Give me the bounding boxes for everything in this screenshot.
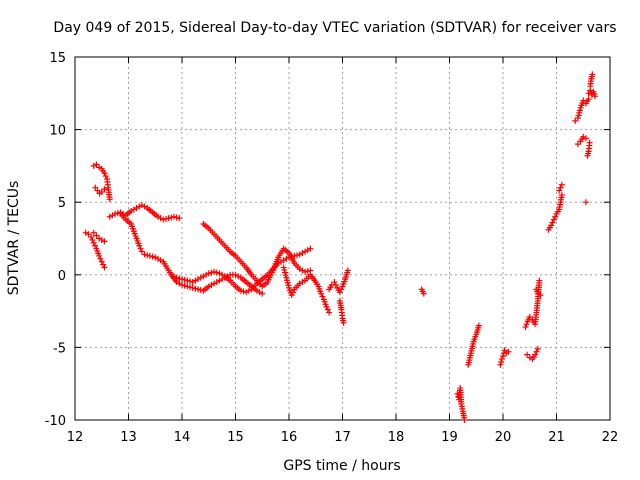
data-point: [97, 256, 103, 262]
y-tick-label: -10: [45, 414, 66, 429]
y-tick-label: -5: [53, 341, 66, 356]
x-tick-label: 14: [174, 430, 191, 445]
data-point: [99, 259, 105, 265]
data-point: [91, 240, 97, 246]
x-tick-label: 21: [548, 430, 565, 445]
data-points: [83, 71, 598, 423]
sdtvar-chart: Day 049 of 2015, Sidereal Day-to-day VTE…: [0, 0, 640, 480]
chart-title: Day 049 of 2015, Sidereal Day-to-day VTE…: [53, 20, 616, 36]
data-point: [101, 265, 107, 271]
data-point: [497, 362, 503, 368]
x-tick-label: 18: [388, 430, 405, 445]
x-axis-label: GPS time / hours: [283, 458, 400, 474]
y-tick-label: 5: [58, 196, 66, 211]
x-tick-label: 12: [67, 430, 84, 445]
y-tick-label: 0: [58, 269, 66, 284]
data-point: [92, 243, 98, 249]
data-point: [325, 307, 331, 313]
y-tick-label: 10: [49, 124, 66, 139]
y-tick-label: 15: [49, 51, 66, 66]
data-point: [100, 262, 106, 268]
data-point: [558, 185, 564, 191]
data-point: [583, 199, 589, 205]
data-point: [89, 237, 95, 243]
data-point: [559, 182, 565, 188]
axis-ticks: 12 13 14 15 16 17 18 19 20 21 22 -10 -5 0 5 10 15: [45, 51, 619, 445]
grid: [75, 57, 610, 420]
data-point: [326, 310, 332, 316]
x-tick-label: 15: [227, 430, 244, 445]
x-tick-label: 20: [495, 430, 512, 445]
data-point: [498, 359, 504, 365]
data-point: [500, 353, 506, 359]
data-point: [319, 294, 325, 300]
y-axis-label: SDTVAR / TECUs: [6, 181, 22, 296]
data-point: [499, 356, 505, 362]
data-point: [587, 140, 593, 146]
x-tick-label: 17: [334, 430, 351, 445]
data-point: [522, 324, 528, 330]
data-point: [138, 246, 144, 252]
data-point: [551, 217, 557, 223]
x-tick-label: 19: [441, 430, 458, 445]
x-tick-label: 22: [602, 430, 619, 445]
x-tick-label: 13: [120, 430, 137, 445]
x-tick-label: 16: [281, 430, 298, 445]
data-point: [535, 346, 541, 352]
